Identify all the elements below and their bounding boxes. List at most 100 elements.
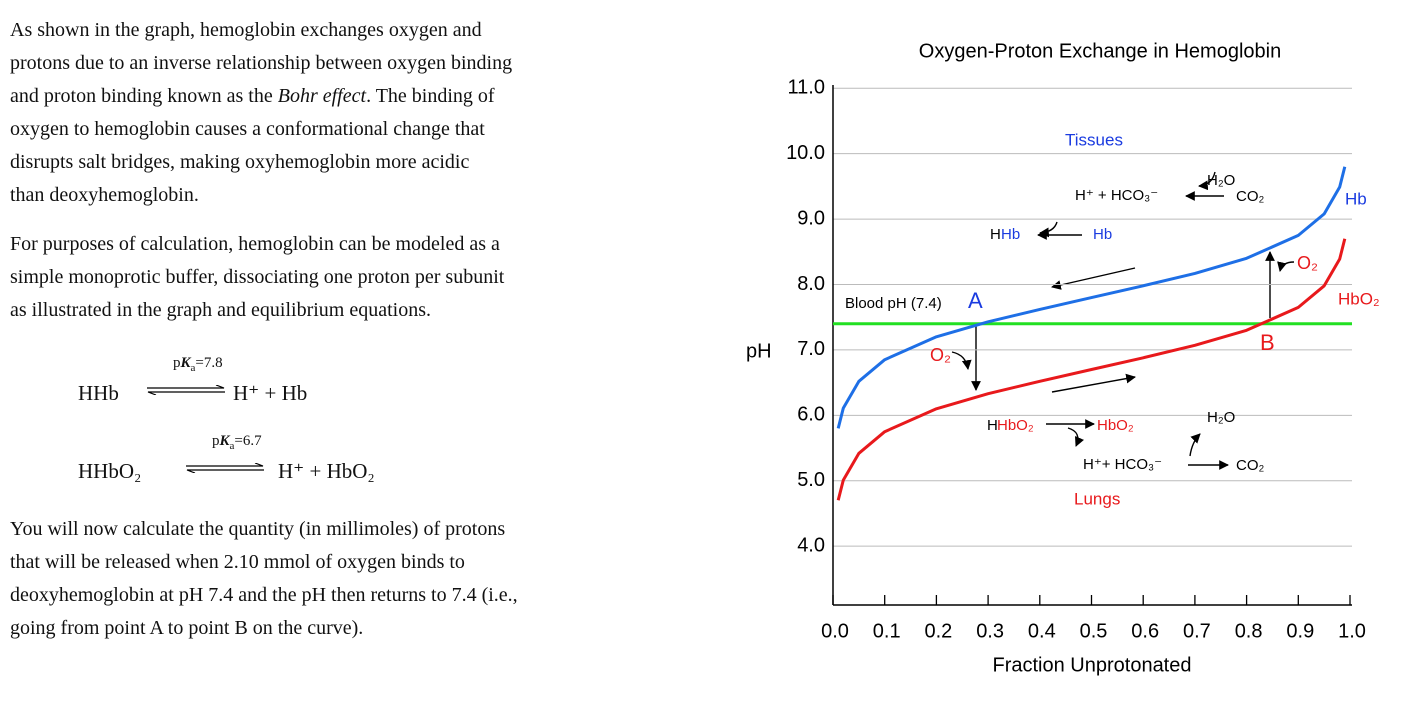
annotation: Lungs (1074, 489, 1120, 508)
text-segment: simple monoprotic buffer, dissociating o… (10, 266, 505, 288)
cond-k: K (180, 355, 191, 371)
annotation: Hb (1001, 226, 1020, 243)
annotation: Tissues (1065, 130, 1123, 149)
annotation: O₂ (1297, 253, 1318, 273)
arrow (1198, 171, 1216, 191)
text-segment: As shown in the graph, hemoglobin exchan… (10, 19, 482, 41)
arrow (1051, 373, 1136, 393)
y-tick-label: 4.0 (797, 534, 825, 556)
annotation: B (1260, 330, 1275, 355)
y-tick-label: 5.0 (797, 469, 825, 491)
cond-k: K (219, 433, 230, 449)
text-line: You will now calculate the quantity (in … (10, 513, 700, 546)
text-line: For purposes of calculation, hemoglobin … (10, 228, 700, 261)
cond-sub: a (229, 440, 235, 452)
y-tick-label: 8.0 (797, 273, 825, 295)
y-axis-label: pH (746, 340, 772, 362)
arrow (1067, 427, 1084, 447)
cond-p: p (212, 433, 220, 449)
text-line: and proton binding known as the Bohr eff… (10, 80, 700, 113)
text-segment: as illustrated in the graph and equilibr… (10, 299, 432, 321)
equation-right: H⁺ + Hb (233, 381, 308, 405)
annotation: Hb (1345, 189, 1367, 208)
x-tick-label: 0.3 (976, 620, 1004, 642)
cond-value: =7.8 (195, 355, 223, 371)
y-tick-label: 11.0 (788, 77, 825, 99)
text-line: than deoxyhemoglobin. (10, 179, 700, 212)
annotation: A (968, 288, 983, 313)
annotation: H (987, 417, 998, 434)
annotation: H⁺+ HCO₃⁻ (1083, 456, 1162, 473)
annotation: HbO₂ (1097, 417, 1134, 434)
annotation: H (990, 226, 1001, 243)
equation: HHbO₂ pKa=6.7 H⁺ + HbO₂ (78, 421, 700, 499)
text-line: As shown in the graph, hemoglobin exchan… (10, 14, 700, 47)
arrow (951, 351, 972, 370)
text-segment: that will be released when 2.10 mmol of … (10, 551, 465, 573)
x-tick-label: 0.5 (1080, 620, 1108, 642)
annotation: CO₂ (1236, 457, 1265, 474)
y-tick-label: 9.0 (797, 207, 825, 229)
x-tick-label: 0.4 (1028, 620, 1056, 642)
paragraph: As shown in the graph, hemoglobin exchan… (10, 14, 700, 212)
annotation: HbO₂ (1338, 289, 1380, 308)
text-segment: You will now calculate the quantity (in … (10, 518, 506, 540)
equilibrium-arrow (147, 385, 225, 395)
chart-title: Oxygen-Proton Exchange in Hemoglobin (919, 40, 1281, 62)
text-segment: oxygen to hemoglobin causes a conformati… (10, 118, 485, 140)
y-tick-label: 10.0 (786, 142, 825, 164)
x-tick-label: 0.7 (1183, 620, 1211, 642)
text-segment: Bohr effect (277, 85, 367, 107)
equation-condition: pKa=7.8 (173, 347, 223, 385)
text-segment: . The binding of (366, 85, 495, 107)
text-line: that will be released when 2.10 mmol of … (10, 546, 700, 579)
text-segment: and proton binding known as the (10, 85, 278, 107)
text-line: disrupts salt bridges, making oxyhemoglo… (10, 146, 700, 179)
text-segment: protons due to an inverse relationship b… (10, 52, 513, 74)
annotation: H₂O (1207, 409, 1235, 426)
text-line: as illustrated in the graph and equilibr… (10, 294, 700, 327)
text-column: As shown in the graph, hemoglobin exchan… (10, 14, 700, 661)
arrow (1277, 261, 1295, 272)
text-line: simple monoprotic buffer, dissociating o… (10, 261, 700, 294)
x-tick-label: 0.1 (873, 620, 901, 642)
annotation: H₂O (1207, 172, 1235, 189)
cond-p: p (173, 355, 181, 371)
x-tick-label: 0.0 (821, 620, 849, 642)
annotation: CO₂ (1236, 188, 1265, 205)
text-line: going from point A to point B on the cur… (10, 612, 700, 645)
paragraph: You will now calculate the quantity (in … (10, 513, 700, 645)
annotation: Blood pH (7.4) (845, 295, 942, 312)
equation-right: H⁺ + HbO₂ (278, 459, 375, 483)
text-segment: disrupts salt bridges, making oxyhemoglo… (10, 151, 470, 173)
x-axis-label: Fraction Unprotonated (992, 654, 1191, 676)
x-tick-label: 0.9 (1286, 620, 1314, 642)
text-line: deoxyhemoglobin at pH 7.4 and the pH the… (10, 579, 700, 612)
text-segment: deoxyhemoglobin at pH 7.4 and the pH the… (10, 584, 518, 606)
text-segment: going from point A to point B on the cur… (10, 617, 364, 639)
cond-value: =6.7 (234, 433, 262, 449)
equation: HHb pKa=7.8 H⁺ + Hb (78, 343, 700, 421)
equation-left: HHb (78, 381, 119, 405)
data-line (836, 166, 1347, 429)
x-tick-label: 1.0 (1338, 620, 1366, 642)
y-tick-label: 6.0 (797, 404, 825, 426)
arrows (951, 171, 1295, 470)
y-tick-label: 7.0 (797, 338, 825, 360)
arrow (1039, 221, 1058, 238)
annotation: Hb (1093, 226, 1112, 243)
annotation: H⁺ + HCO₃⁻ (1075, 187, 1158, 204)
text-line: protons due to an inverse relationship b… (10, 47, 700, 80)
x-tick-label: 0.6 (1131, 620, 1159, 642)
annotation: HbO₂ (997, 417, 1034, 434)
equation-condition: pKa=6.7 (212, 425, 262, 463)
paragraph: For purposes of calculation, hemoglobin … (10, 228, 700, 327)
arrow (1051, 267, 1136, 290)
equation-left: HHbO₂ (78, 459, 142, 483)
arrow (1189, 433, 1201, 457)
annotation: O₂ (930, 345, 951, 365)
text-line: oxygen to hemoglobin causes a conformati… (10, 113, 700, 146)
x-tick-label: 0.8 (1235, 620, 1263, 642)
